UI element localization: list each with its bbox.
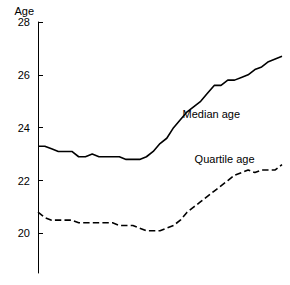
svg-text:26: 26 [18,69,30,81]
svg-text:Median age: Median age [183,108,241,120]
svg-text:28: 28 [18,16,30,28]
svg-text:22: 22 [18,175,30,187]
svg-text:20: 20 [18,227,30,239]
svg-text:24: 24 [18,122,30,134]
svg-text:Age: Age [14,5,34,17]
svg-text:Quartile age: Quartile age [195,153,255,165]
